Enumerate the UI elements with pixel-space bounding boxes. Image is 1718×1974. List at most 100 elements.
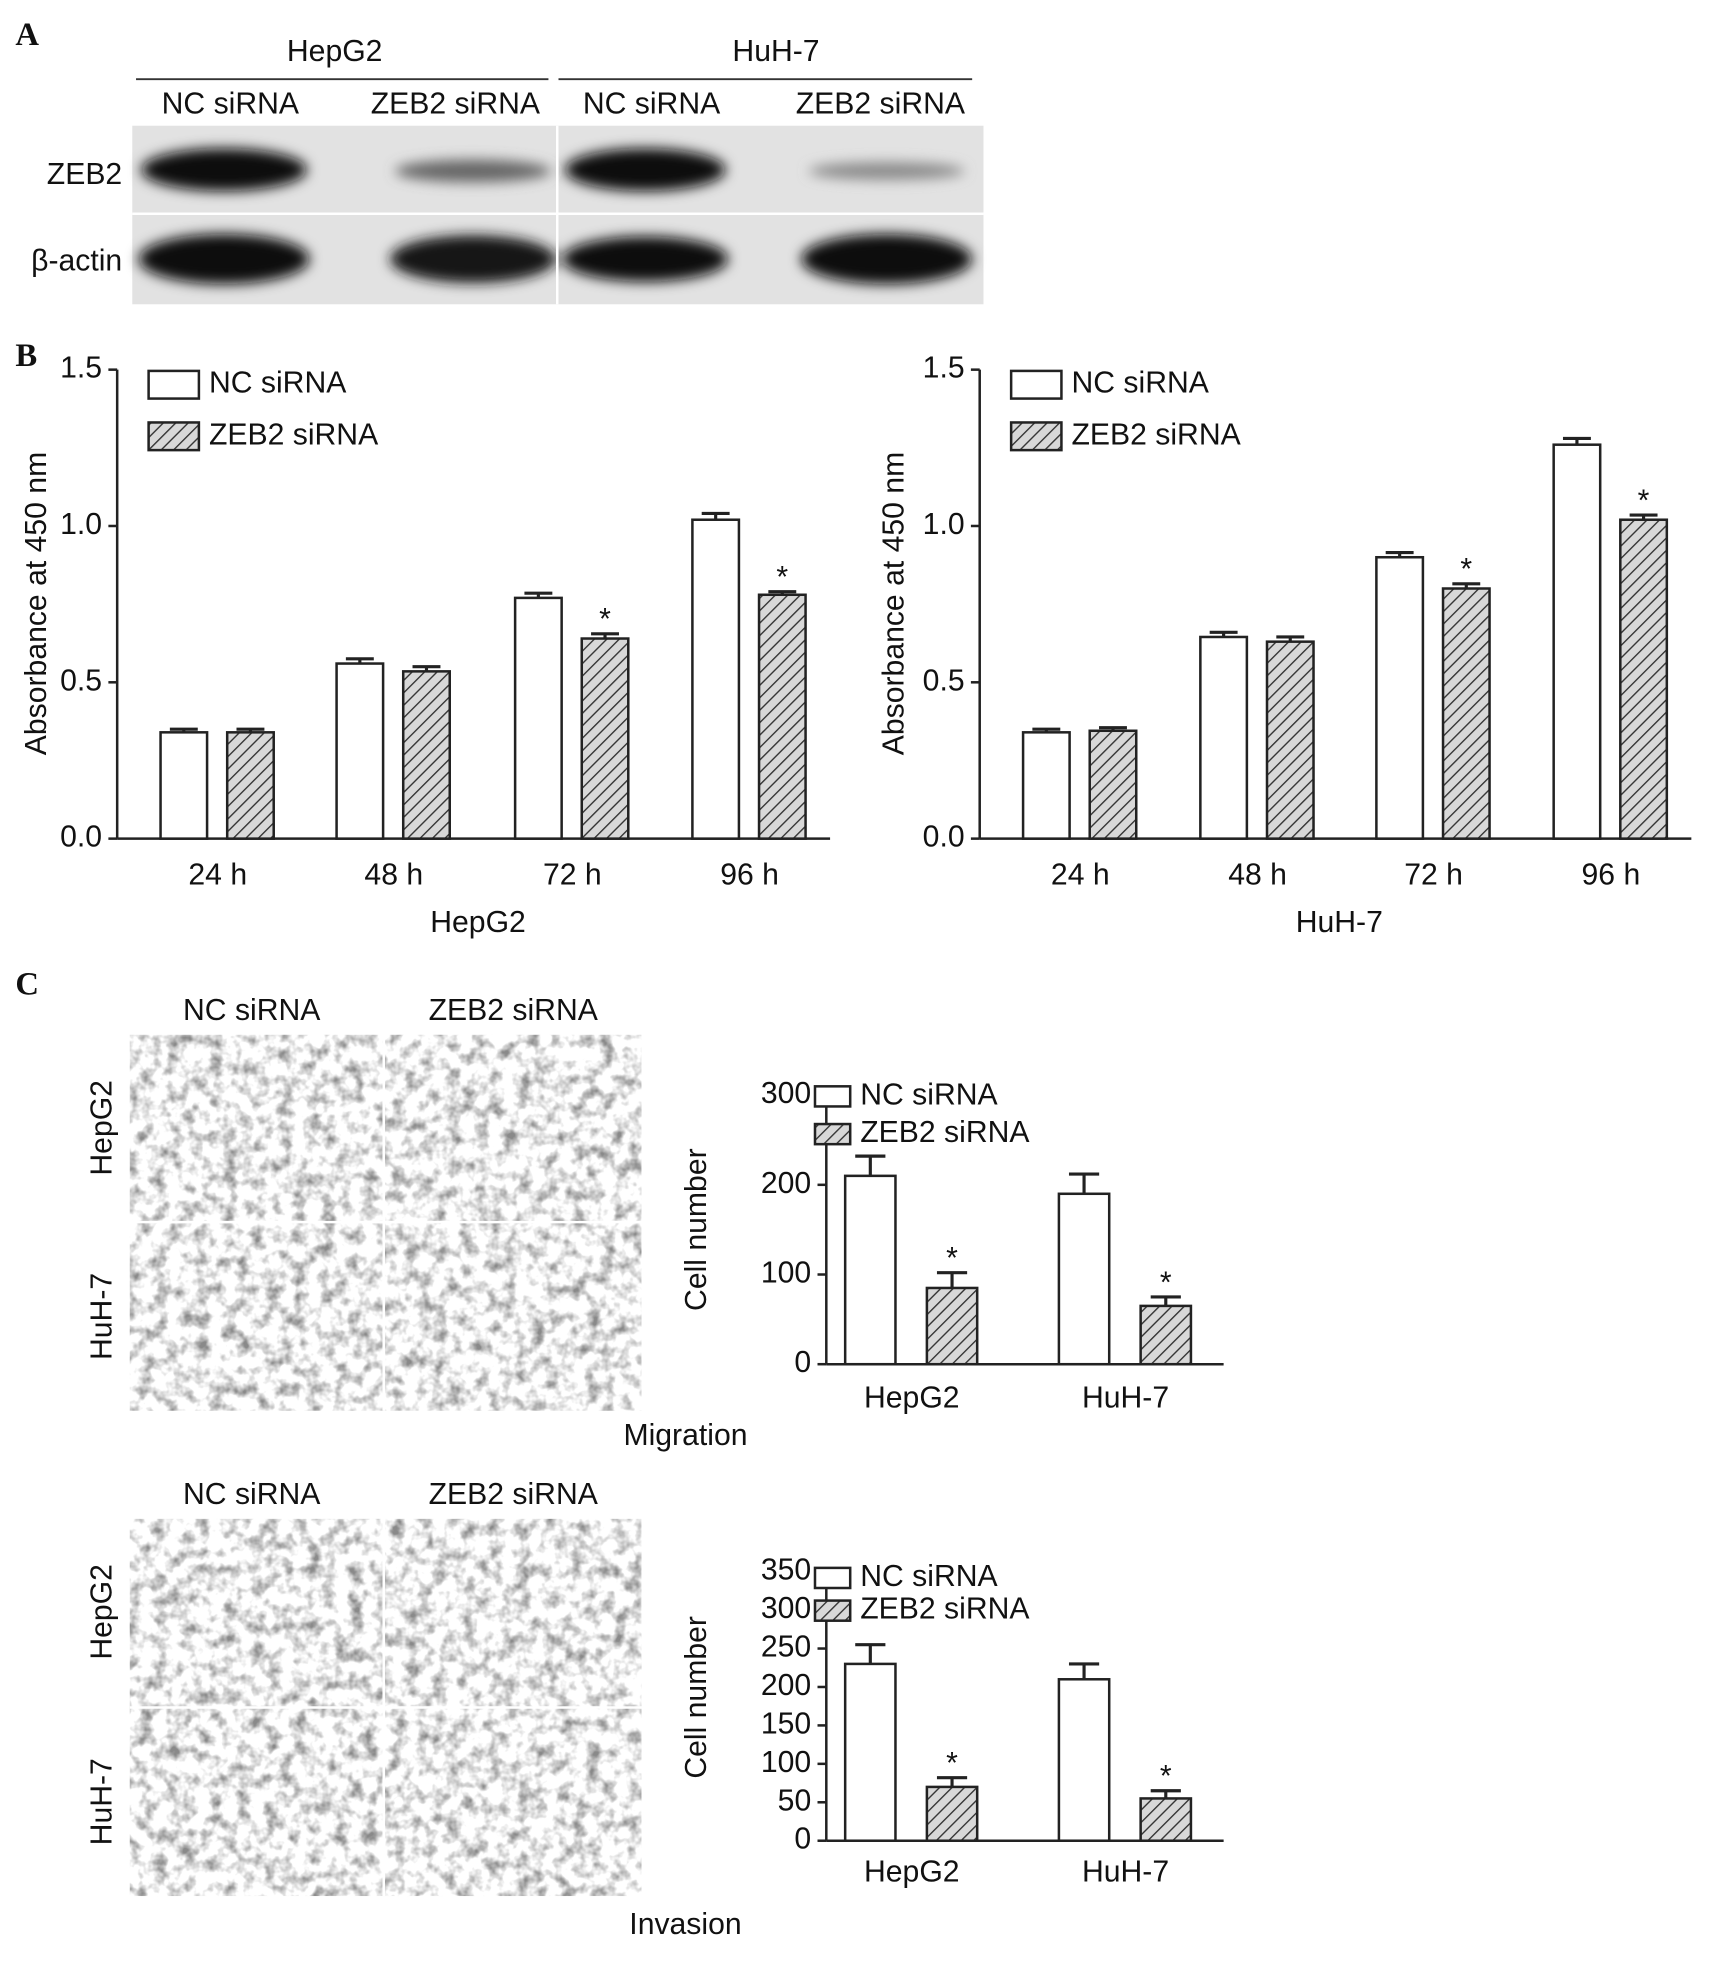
blot-image xyxy=(132,125,984,305)
panel-letter: C xyxy=(15,967,39,1003)
lane-label: ZEB2 siRNA xyxy=(371,88,541,121)
y-axis-label: Cell number xyxy=(680,1616,713,1779)
y-tick-label: 0 xyxy=(794,1823,811,1856)
bar xyxy=(925,1286,979,1366)
legend-label: ZEB2 siRNA xyxy=(209,418,379,451)
protein-label: ZEB2 xyxy=(47,158,122,191)
error-bar xyxy=(855,1643,886,1664)
error-bar xyxy=(1629,513,1658,520)
bar xyxy=(691,518,741,840)
bar xyxy=(513,596,563,840)
bar xyxy=(1619,518,1669,840)
y-tick-label: 1.5 xyxy=(923,352,965,385)
y-tick-label: 0.0 xyxy=(923,821,965,854)
row-label: HuH-7 xyxy=(85,1273,118,1360)
bar xyxy=(335,662,385,840)
bar xyxy=(1057,1678,1111,1842)
x-axis-label: HuH-7 xyxy=(1296,906,1383,939)
group-label: HepG2 xyxy=(287,35,383,68)
y-tick-label: 1.0 xyxy=(60,508,102,541)
y-tick-label: 300 xyxy=(761,1592,811,1625)
error-bar xyxy=(236,727,265,733)
x-axis-label: Invasion xyxy=(629,1908,741,1941)
bar xyxy=(757,593,807,840)
y-tick-label: 50 xyxy=(778,1784,812,1817)
bar xyxy=(580,637,630,840)
legend-label: ZEB2 siRNA xyxy=(1071,418,1241,451)
y-tick-label: 100 xyxy=(761,1256,811,1289)
bar xyxy=(1088,729,1138,840)
error-bar xyxy=(524,591,553,598)
column-label: NC siRNA xyxy=(183,994,321,1027)
legend-swatch xyxy=(1009,369,1063,400)
y-tick-label: 100 xyxy=(761,1746,811,1779)
error-bar xyxy=(1562,436,1591,445)
legend-label: NC siRNA xyxy=(860,1078,998,1111)
y-axis-label: Absorbance at 450 nm xyxy=(877,452,910,755)
bar xyxy=(925,1785,979,1842)
y-tick-label: 0.5 xyxy=(60,664,102,697)
panel-letter: B xyxy=(15,338,37,374)
error-bar xyxy=(345,657,374,664)
x-tick-label: 24 h xyxy=(1051,858,1110,891)
micrograph-grid xyxy=(129,1034,642,1411)
legend-swatch xyxy=(813,1085,852,1108)
x-tick-label: HuH-7 xyxy=(1082,1381,1169,1414)
bar xyxy=(843,1662,897,1842)
bar xyxy=(1552,443,1602,840)
legend-swatch xyxy=(813,1599,852,1622)
error-bar xyxy=(412,665,441,672)
y-tick-label: 250 xyxy=(761,1631,811,1664)
row-label: HepG2 xyxy=(85,1564,118,1660)
y-axis-label: Absorbance at 450 nm xyxy=(20,452,53,755)
legend-swatch xyxy=(813,1122,852,1146)
bar xyxy=(1265,640,1315,840)
error-bar xyxy=(936,1776,968,1787)
bar xyxy=(159,731,209,840)
legend-swatch xyxy=(147,369,201,400)
row-label: HuH-7 xyxy=(85,1758,118,1845)
x-tick-label: HepG2 xyxy=(864,1855,960,1888)
group-label: HuH-7 xyxy=(732,35,819,68)
error-bar xyxy=(1150,1789,1181,1799)
y-tick-label: 150 xyxy=(761,1707,811,1740)
bar xyxy=(1375,555,1425,840)
error-bar xyxy=(936,1271,968,1288)
legend-label: NC siRNA xyxy=(1071,367,1209,400)
error-bar xyxy=(768,590,797,595)
legend-label: NC siRNA xyxy=(209,367,347,400)
lane-label: NC siRNA xyxy=(583,88,721,121)
significance-marker: * xyxy=(946,1747,958,1780)
x-tick-label: HepG2 xyxy=(864,1381,960,1414)
legend-label: NC siRNA xyxy=(860,1560,998,1593)
error-bar xyxy=(1276,635,1305,642)
error-bar xyxy=(591,632,619,639)
bar xyxy=(401,670,451,840)
y-tick-label: 0.0 xyxy=(60,821,102,854)
y-tick-label: 1.5 xyxy=(60,352,102,385)
bar xyxy=(1199,635,1249,840)
micrograph-grid xyxy=(129,1518,642,1897)
x-axis-label: HepG2 xyxy=(430,906,526,939)
significance-marker: * xyxy=(1160,1266,1172,1299)
x-tick-label: 72 h xyxy=(1404,858,1463,891)
y-tick-label: 350 xyxy=(761,1554,811,1587)
significance-marker: * xyxy=(599,603,611,636)
x-tick-label: 96 h xyxy=(1582,858,1641,891)
y-tick-label: 200 xyxy=(761,1669,811,1702)
significance-marker: * xyxy=(1638,484,1650,517)
legend-swatch xyxy=(147,421,201,452)
error-bar xyxy=(1452,582,1481,589)
x-tick-label: 24 h xyxy=(188,858,247,891)
bar xyxy=(1139,1304,1193,1366)
x-tick-label: 96 h xyxy=(720,858,779,891)
y-axis-label: Cell number xyxy=(680,1148,713,1311)
significance-marker: * xyxy=(776,561,788,594)
error-bar xyxy=(1150,1295,1181,1306)
y-tick-label: 300 xyxy=(761,1077,811,1110)
protein-label: β-actin xyxy=(31,245,122,278)
legend-swatch xyxy=(1009,421,1063,452)
row-label: HepG2 xyxy=(85,1080,118,1176)
error-bar xyxy=(1032,727,1061,733)
